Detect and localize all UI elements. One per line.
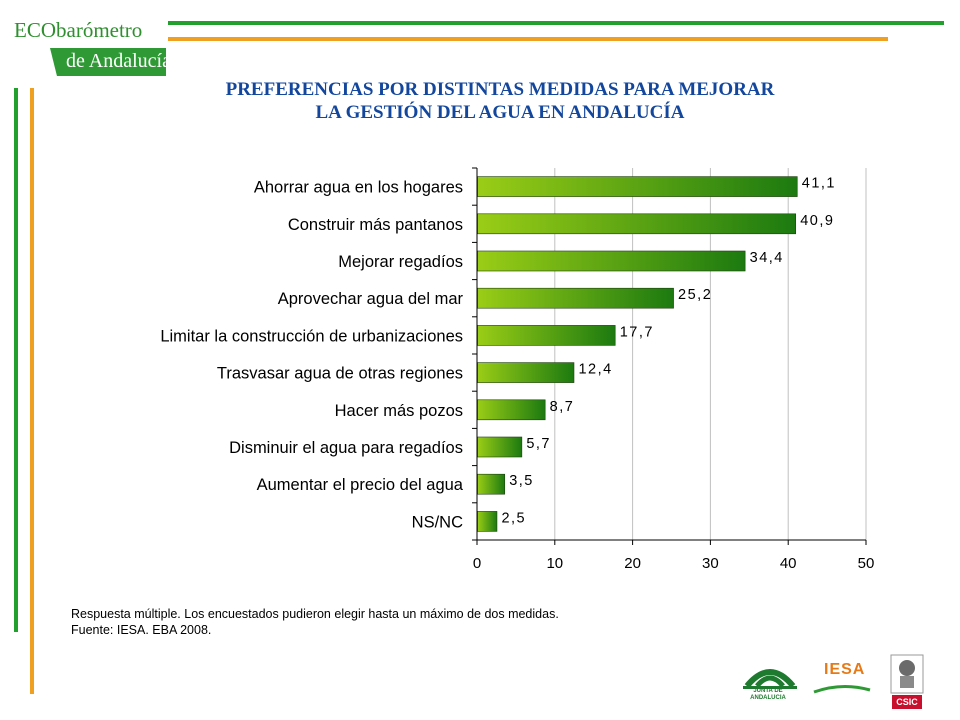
bar (477, 436, 523, 458)
value-label: 25,2 (678, 287, 712, 303)
csic-emblem-icon (890, 654, 924, 694)
labels: 0 10 20 30 40 50 Ahorrar agua en los hogares 41… (160, 176, 874, 572)
value-label: 12,4 (578, 362, 612, 378)
bar (477, 250, 746, 272)
category-label: NS/NC (412, 513, 463, 531)
top-green-line (168, 21, 944, 25)
category-label: Construir más pantanos (288, 216, 463, 234)
value-label: 41,1 (802, 176, 836, 192)
bar (477, 176, 798, 197)
bar (477, 511, 498, 532)
bar (477, 362, 575, 383)
bars (477, 176, 798, 532)
bar (477, 325, 616, 346)
x-tick-label: 0 (473, 555, 481, 572)
x-tick-label: 40 (780, 555, 797, 572)
ecobarometro-logo: ECObarómetro de Andalucía (14, 18, 171, 78)
value-label: 5,7 (526, 436, 551, 452)
value-label: 2,5 (501, 510, 526, 526)
category-label: Ahorrar agua en los hogares (254, 179, 463, 197)
value-label: 3,5 (509, 473, 534, 489)
chart-title: PREFERENCIAS POR DISTINTAS MEDIDAS PARA … (150, 78, 850, 124)
top-orange-line (168, 37, 888, 41)
category-label: Aprovechar agua del mar (278, 290, 464, 308)
bar (477, 213, 797, 235)
junta-logo-icon (743, 669, 797, 689)
category-label: Hacer más pozos (335, 402, 463, 420)
junta-label: JUNTA DE ANDALUCIA (750, 688, 786, 701)
bar (477, 287, 674, 309)
chart-title-line-1: PREFERENCIAS POR DISTINTAS MEDIDAS PARA … (225, 79, 775, 100)
value-label: 8,7 (550, 399, 575, 415)
chart-notes: Respuesta múltiple. Los encuestados pudi… (71, 606, 559, 638)
chart-title-line-2: LA GESTIÓN DEL AGUA EN ANDALUCÍA (315, 102, 685, 123)
category-label: Mejorar regadíos (338, 253, 463, 271)
bar (477, 473, 506, 495)
x-tick-label: 30 (702, 555, 719, 572)
iesa-swoosh-icon (813, 685, 871, 694)
logo-banner (50, 48, 166, 76)
footer-logos: JUNTA DE ANDALUCIA IESA CSIC (730, 650, 960, 720)
value-label: 34,4 (750, 250, 784, 266)
category-label: Aumentar el precio del agua (257, 476, 464, 494)
category-label: Trasvasar agua de otras regiones (217, 365, 463, 383)
logo-top-text: ECObarómetro (14, 18, 143, 42)
value-label: 17,7 (620, 324, 654, 340)
axes (472, 167, 867, 545)
category-label: Disminuir el agua para regadíos (229, 439, 463, 457)
x-tick-label: 10 (546, 555, 563, 572)
x-tick-label: 50 (858, 555, 875, 572)
csic-label: CSIC (892, 695, 922, 709)
note-line-2: Fuente: IESA. EBA 2008. (71, 623, 212, 637)
value-label: 40,9 (800, 213, 834, 229)
left-orange-line (30, 88, 34, 694)
iesa-logo: IESA (824, 661, 866, 678)
logo-bottom-text: de Andalucía (66, 50, 171, 72)
note-line-1: Respuesta múltiple. Los encuestados pudi… (71, 607, 559, 621)
bar (477, 399, 546, 421)
category-label: Limitar la construcción de urbanizacione… (160, 327, 463, 345)
left-green-line (14, 88, 18, 632)
x-tick-label: 20 (624, 555, 641, 572)
